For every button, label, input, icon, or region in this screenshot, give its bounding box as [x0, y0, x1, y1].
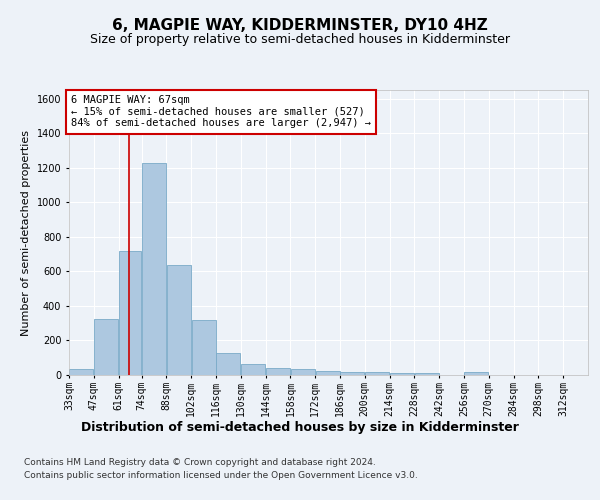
Text: 6 MAGPIE WAY: 67sqm
← 15% of semi-detached houses are smaller (527)
84% of semi-: 6 MAGPIE WAY: 67sqm ← 15% of semi-detach… — [71, 95, 371, 128]
Bar — [464, 372, 488, 375]
Bar — [390, 374, 414, 375]
Text: Size of property relative to semi-detached houses in Kidderminster: Size of property relative to semi-detach… — [90, 32, 510, 46]
Bar — [217, 352, 241, 375]
Text: 6, MAGPIE WAY, KIDDERMINSTER, DY10 4HZ: 6, MAGPIE WAY, KIDDERMINSTER, DY10 4HZ — [112, 18, 488, 32]
Text: Distribution of semi-detached houses by size in Kidderminster: Distribution of semi-detached houses by … — [81, 421, 519, 434]
Text: Contains public sector information licensed under the Open Government Licence v3: Contains public sector information licen… — [24, 472, 418, 480]
Y-axis label: Number of semi-detached properties: Number of semi-detached properties — [21, 130, 31, 336]
Bar — [142, 164, 166, 375]
Bar — [365, 372, 389, 375]
Bar — [291, 370, 315, 375]
Bar — [266, 368, 290, 375]
Bar — [191, 320, 215, 375]
Bar — [70, 369, 94, 375]
Bar — [167, 266, 191, 375]
Bar — [316, 370, 340, 375]
Bar — [340, 372, 364, 375]
Bar — [415, 374, 439, 375]
Bar — [241, 364, 265, 375]
Bar — [94, 319, 118, 375]
Bar — [119, 250, 141, 375]
Text: Contains HM Land Registry data © Crown copyright and database right 2024.: Contains HM Land Registry data © Crown c… — [24, 458, 376, 467]
